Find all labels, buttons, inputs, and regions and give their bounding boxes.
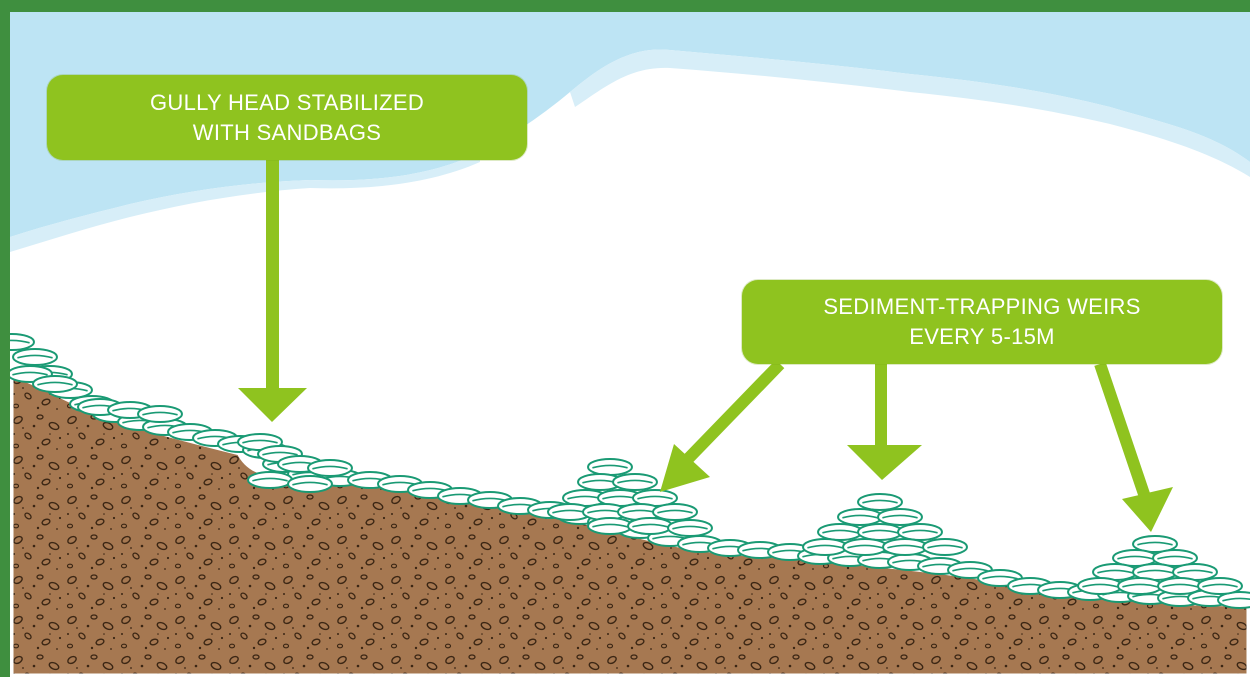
sandbag-icon [1157,577,1203,595]
callout-gully-head: GULLY HEAD STABILIZED WITH SANDBAGS [47,75,527,160]
sandbag-icon [837,508,883,526]
arrow-down-icon [660,444,710,492]
sandbag-icon [1077,577,1123,595]
sandbag-icon [10,333,35,351]
sandbag-icon [1112,549,1158,567]
arrow-down-icon [238,388,307,422]
sandbag-icon [612,473,658,491]
sky-splash [10,12,1250,252]
callout-weirs: SEDIMENT-TRAPPING WEIRS EVERY 5-15M [742,280,1222,364]
sandbag-icon [922,538,968,556]
sandbag-icon [1132,535,1178,553]
sandbag-icon [587,458,633,476]
callout-weirs-line2: EVERY 5-15M [909,324,1055,349]
callout-gully-head-line2: WITH SANDBAGS [192,119,382,145]
sandbag-icon [627,517,673,535]
arrow-down-icon [847,445,922,480]
sandbag-icon [857,523,903,541]
arrow-weir-3 [1094,362,1173,532]
sandbag-icon [287,475,333,493]
sandbag-icon [882,538,928,556]
sandbag-icon [667,519,713,537]
arrow-gully-head [238,160,307,422]
diagram-canvas: GULLY HEAD STABILIZED WITH SANDBAGS SEDI… [10,12,1250,677]
sandbag-icon [842,538,888,556]
sandbag-icon [1152,549,1198,567]
sandbag-icon [802,538,848,556]
sandbag-icon [587,517,633,535]
arrow-weir-1 [660,359,785,492]
sandbag-icon [652,503,698,521]
arrow-weir-2 [847,364,922,480]
sandbag-icon [12,348,58,366]
sandbag-icon [817,523,863,541]
sandbag-icon [1117,577,1163,595]
callout-weirs-line1: SEDIMENT-TRAPPING WEIRS [823,294,1141,319]
callout-gully-head-line1: GULLY HEAD STABILIZED [149,89,425,115]
sandbag-icon [897,523,943,541]
gully-scene [10,12,1250,677]
sandbag-icon [137,405,183,423]
sandbag-icon [307,459,353,477]
sandbag-icon [857,493,903,511]
sandbag-icon [1217,591,1250,609]
sandbag-icon [247,471,293,489]
sandbag-layer [10,333,1250,609]
sandbag-icon [1197,577,1243,595]
sandbag-icon [877,508,923,526]
arrow-down-icon [1122,487,1173,532]
sandbag-icon [32,375,78,393]
